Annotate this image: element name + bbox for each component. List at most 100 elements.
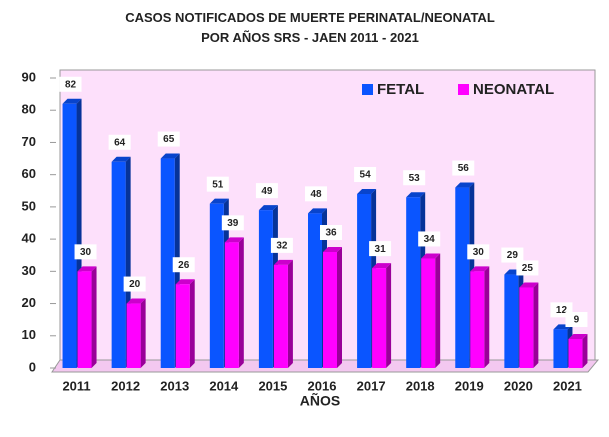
value-label: 9 (574, 315, 580, 326)
bar-side (91, 266, 97, 368)
value-label: 48 (310, 189, 322, 200)
bar (308, 213, 322, 368)
bar-top (323, 247, 342, 252)
value-label-box (59, 76, 82, 92)
value-label: 64 (114, 137, 126, 148)
x-tick-label: 2015 (258, 378, 287, 393)
chart-title: CASOS NOTIFICADOS DE MUERTE PERINATAL/NE… (125, 10, 495, 45)
bar (224, 242, 239, 368)
bar-top (62, 98, 82, 104)
y-tick-label: 20 (22, 295, 36, 310)
value-label-box (320, 225, 342, 240)
bar-top (308, 208, 327, 214)
bar-side (533, 282, 539, 368)
y-tick-label: 50 (22, 198, 36, 213)
x-tick-label: 2016 (308, 378, 337, 393)
value-label-box (123, 276, 146, 292)
bar-top (160, 153, 180, 159)
bar-side (337, 247, 342, 368)
bar-top (175, 279, 195, 285)
value-label-box (108, 134, 131, 150)
bar (160, 158, 175, 368)
bar-side (287, 259, 293, 368)
value-label: 34 (424, 234, 436, 245)
bar-top (470, 266, 490, 272)
bar (126, 303, 141, 368)
y-tick-label: 70 (22, 134, 36, 149)
bar-top (258, 205, 278, 211)
value-label-box (172, 257, 195, 273)
x-tick-label: 2013 (160, 378, 189, 393)
x-tick-label: 2018 (406, 378, 435, 393)
value-label-box (467, 244, 490, 260)
value-label: 49 (261, 186, 273, 197)
value-label: 54 (360, 170, 372, 181)
value-label-box (501, 247, 524, 263)
value-label: 12 (556, 305, 568, 316)
x-tick-label: 2021 (553, 378, 582, 393)
value-label: 20 (129, 279, 141, 290)
value-label-box (206, 176, 229, 192)
bar (455, 187, 470, 368)
bar (111, 161, 126, 368)
value-label: 25 (522, 263, 534, 274)
bar-side (189, 279, 195, 368)
bar-side (582, 334, 588, 368)
value-label-box (74, 244, 97, 260)
bar (504, 274, 519, 368)
value-label: 31 (375, 244, 387, 255)
y-tick-label: 10 (22, 327, 36, 342)
value-label: 36 (325, 228, 337, 239)
value-label-box (403, 170, 426, 186)
x-tick-label: 2019 (455, 378, 484, 393)
bar (209, 203, 224, 368)
value-label: 26 (178, 260, 190, 271)
value-label-box (270, 237, 293, 253)
bar-top (126, 298, 146, 304)
bar (568, 339, 583, 368)
legend-label: FETAL (377, 81, 424, 98)
bar-side (435, 253, 441, 368)
bar (273, 264, 288, 368)
value-label-box (418, 231, 441, 247)
y-tick-label: 90 (22, 69, 36, 84)
value-label-box (369, 241, 392, 257)
value-label-box (305, 186, 327, 202)
bar-top (209, 198, 229, 204)
legend-label: NEONATAL (473, 81, 554, 98)
x-tick-label: 2014 (209, 378, 239, 393)
bar-top (357, 189, 377, 194)
bar-top (77, 266, 97, 272)
value-label: 82 (65, 79, 77, 90)
bar-top (372, 263, 392, 269)
value-label-box (255, 183, 278, 199)
value-label: 30 (473, 247, 485, 258)
bar-top (455, 182, 475, 188)
value-label: 39 (227, 218, 239, 229)
bar (470, 271, 485, 368)
bar-top (224, 237, 244, 243)
bar (175, 284, 190, 368)
x-tick-label: 2011 (62, 378, 90, 393)
legend-swatch (362, 84, 373, 95)
bar (323, 252, 337, 368)
value-label: 51 (212, 179, 224, 190)
bar-side (238, 237, 244, 368)
value-label: 32 (276, 241, 288, 252)
bar-top (568, 334, 588, 339)
bar (519, 287, 534, 368)
value-label: 65 (163, 134, 175, 145)
value-label: 30 (80, 247, 92, 258)
y-tick-label: 0 (29, 359, 36, 374)
x-axis-label: AÑOS (300, 392, 340, 409)
value-label-box (452, 160, 475, 176)
bar-side (140, 298, 146, 368)
value-label-box (565, 312, 588, 327)
bar (357, 194, 372, 368)
bar (421, 258, 436, 368)
value-label: 29 (507, 250, 519, 261)
y-tick-label: 60 (22, 166, 36, 181)
y-tick-label: 80 (22, 102, 36, 117)
bar-top (406, 192, 426, 198)
